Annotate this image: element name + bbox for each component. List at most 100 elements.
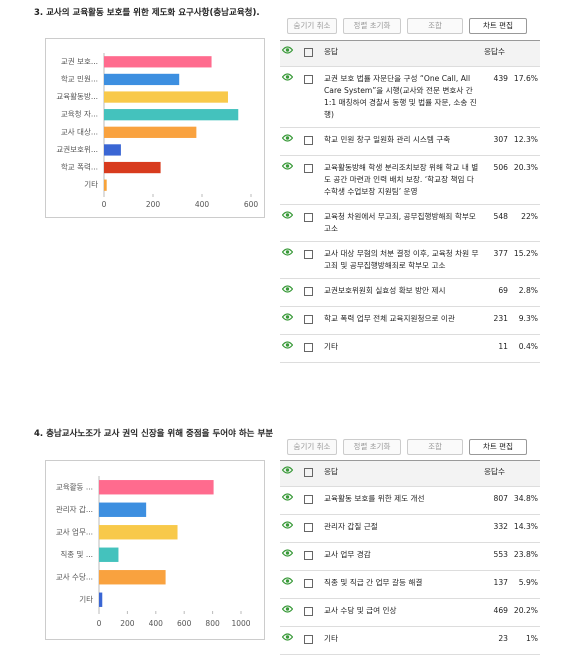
row: 직종 및 직급 간 업무 갈등 해결 137 5.9%	[280, 570, 540, 599]
visibility-toggle[interactable]	[281, 162, 294, 170]
percent: 20.2%	[510, 598, 540, 627]
checkbox[interactable]	[304, 523, 313, 532]
percent: 20.3%	[510, 155, 540, 205]
checkbox[interactable]	[304, 495, 313, 504]
checkbox[interactable]	[304, 551, 313, 560]
eye-icon	[281, 549, 294, 557]
bar	[104, 56, 212, 68]
eye-pupil	[285, 495, 290, 499]
eye-pupil	[285, 523, 290, 527]
x-tick-label: 1000	[231, 619, 250, 628]
eye-icon	[281, 285, 294, 293]
row: 기타 23 1%	[280, 626, 540, 655]
percent: 2.8%	[510, 278, 540, 307]
bar	[104, 161, 161, 174]
visibility-toggle[interactable]	[281, 633, 294, 641]
button[interactable]: 정렬 초기화	[343, 18, 401, 34]
eye-icon	[281, 162, 294, 170]
visibility-toggle[interactable]	[281, 466, 294, 474]
button[interactable]: 조합	[407, 18, 463, 34]
y-tick-label: 기타	[84, 180, 98, 189]
row: 교육활동방해 학생 분리조치보장 위해 학교 내 별도 공간 마련과 인력 배치…	[280, 155, 540, 205]
visibility-toggle[interactable]	[281, 211, 294, 219]
cell	[302, 334, 322, 363]
checkbox[interactable]	[304, 250, 313, 259]
visibility-toggle[interactable]	[281, 493, 294, 501]
visibility-toggle[interactable]	[281, 248, 294, 256]
cell	[280, 66, 302, 128]
checkbox[interactable]	[304, 136, 313, 145]
checkbox[interactable]	[304, 213, 313, 222]
eye-icon	[281, 577, 294, 585]
visibility-toggle[interactable]	[281, 577, 294, 585]
cell	[302, 127, 322, 156]
checkbox[interactable]	[304, 315, 313, 324]
visibility-toggle[interactable]	[281, 605, 294, 613]
checkbox[interactable]	[304, 468, 313, 477]
row: 교권보호위원회 실효성 확보 방안 제시 69 2.8%	[280, 278, 540, 307]
y-tick-label: 교사 대상...	[61, 126, 98, 136]
checkbox[interactable]	[304, 48, 313, 57]
checkbox[interactable]	[304, 287, 313, 296]
checkbox[interactable]	[304, 607, 313, 616]
table-head: 응답 응답수	[280, 460, 540, 487]
section-title: 3. 교사의 교육활동 보호를 위한 제도화 요구사항(충남교육청).	[34, 8, 260, 18]
eye-icon	[281, 466, 294, 474]
button[interactable]: 숨기기 취소	[287, 439, 337, 455]
cell	[302, 155, 322, 205]
row: 교권 보호 법률 자문단을 구성 “One Call, All Care Sys…	[280, 66, 540, 128]
y-tick-label: 교육활동방...	[56, 91, 98, 101]
cell	[302, 514, 322, 543]
y-tick-label: 교권보호위...	[56, 145, 98, 154]
x-tick-label: 600	[244, 200, 259, 209]
visibility-toggle[interactable]	[281, 46, 294, 54]
eye-pupil	[285, 315, 290, 319]
checkbox[interactable]	[304, 579, 313, 588]
x-tick-label: 800	[205, 619, 220, 628]
table-body: 교권 보호 법률 자문단을 구성 “One Call, All Care Sys…	[280, 66, 540, 363]
checkbox[interactable]	[304, 164, 313, 173]
cell	[280, 570, 302, 599]
cell	[280, 334, 302, 363]
bar	[104, 73, 180, 86]
eye-pupil	[285, 164, 290, 168]
checkbox[interactable]	[304, 343, 313, 352]
button[interactable]: 조합	[407, 439, 463, 455]
header-row: 응답 응답수	[280, 460, 540, 487]
percent: 14.3%	[510, 514, 540, 543]
button[interactable]: 정렬 초기화	[343, 439, 401, 455]
cell	[302, 570, 322, 599]
eye-pupil	[285, 136, 290, 140]
visibility-toggle[interactable]	[281, 521, 294, 529]
table-head: 응답 응답수	[280, 40, 540, 67]
bar	[99, 525, 178, 540]
eye-icon	[281, 313, 294, 321]
count: 553	[482, 542, 510, 571]
cell	[302, 542, 322, 571]
visibility-toggle[interactable]	[281, 134, 294, 142]
cell	[280, 514, 302, 543]
visibility-toggle[interactable]	[281, 285, 294, 293]
toolbar: 숨기기 취소 정렬 초기화 조합 차트 편집	[287, 439, 527, 455]
eye-pupil	[285, 468, 290, 472]
checkbox[interactable]	[304, 635, 313, 644]
cell	[280, 127, 302, 156]
button[interactable]: 차트 편집	[469, 439, 527, 455]
visibility-toggle[interactable]	[281, 341, 294, 349]
cell	[280, 598, 302, 627]
bar	[99, 480, 214, 495]
section: 4. 충남교사노조가 교사 권익 신장을 위해 중점을 두어야 하는 부분 숨기기…	[0, 421, 580, 668]
visibility-toggle[interactable]	[281, 549, 294, 557]
cell	[302, 241, 322, 279]
checkbox[interactable]	[304, 75, 313, 84]
visibility-toggle[interactable]	[281, 73, 294, 81]
eye-pupil	[285, 579, 290, 583]
visibility-toggle[interactable]	[281, 313, 294, 321]
header-cell: 응답	[322, 460, 482, 487]
button[interactable]: 차트 편집	[469, 18, 527, 34]
count: 23	[482, 626, 510, 655]
button[interactable]: 숨기기 취소	[287, 18, 337, 34]
x-tick-label: 400	[195, 200, 210, 209]
cell	[280, 626, 302, 655]
